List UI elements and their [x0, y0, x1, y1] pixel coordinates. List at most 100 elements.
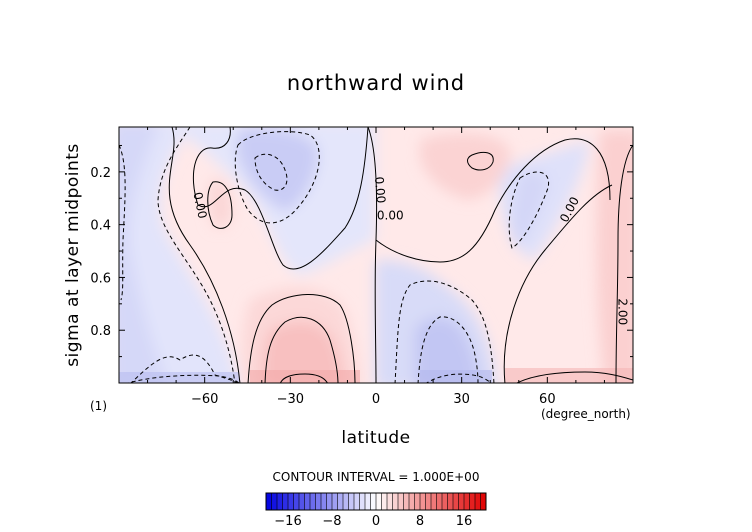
shade-surface-positive-nh [505, 368, 633, 383]
colorbar-segment [354, 493, 360, 510]
colorbar-segment [321, 493, 327, 510]
shade-surface-negative-nh [420, 370, 492, 383]
contour-northpole-pos [615, 144, 633, 383]
x-tick-label: 60 [539, 392, 556, 407]
colorbar-tick-label: −8 [322, 514, 341, 529]
colorbar-segment [392, 493, 399, 510]
colorbar-segment [409, 493, 415, 510]
shade-positive-sh-core [263, 321, 343, 383]
contour-nh-surface [515, 371, 633, 383]
contour-label: 0.00 [190, 191, 209, 220]
colorbar-segment [370, 493, 377, 510]
colorbar-frame [265, 492, 487, 511]
x-tick-label: 30 [453, 392, 470, 407]
shade-positive-northpole [596, 130, 633, 383]
shade-negative-lower-core [415, 317, 479, 383]
colorbar-segment [436, 493, 443, 510]
shade-positive-upper-nh [420, 133, 511, 200]
colorbar-segment [447, 493, 454, 510]
chart-title: northward wind [287, 71, 465, 95]
colorbar-segment [348, 493, 355, 510]
x-tick-label: 0 [372, 392, 380, 407]
contour-neg-surface-nh [425, 373, 492, 383]
y-tick-label: 0.8 [90, 324, 111, 339]
colorbar: −16 −8 0 8 16 [265, 492, 487, 529]
contour-interval-text: CONTOUR INTERVAL = 1.000E+00 [273, 470, 480, 484]
colorbar-segment [304, 493, 311, 510]
contour-label: 0.00 [372, 176, 388, 204]
colorbar-tick-label: 8 [416, 514, 424, 529]
y-tick-label: 0.2 [90, 166, 111, 181]
y-axis: 0.2 0.4 0.6 0.8 [90, 144, 633, 358]
contour-nh-upper-pos [467, 151, 494, 171]
colorbar-segment [310, 493, 316, 510]
contour-zero-nh [375, 138, 611, 263]
shade-surface-negative [119, 372, 239, 383]
colorbar-segment [480, 493, 487, 510]
x-axis: −60 −30 0 30 60 [147, 127, 605, 407]
contour-label: 0.00 [377, 208, 404, 222]
colorbar-segment [293, 493, 300, 510]
colorbar-segment [288, 493, 294, 510]
colorbar-segment [266, 493, 272, 510]
colorbar-segment [398, 493, 404, 510]
colorbar-segment [332, 493, 338, 510]
panel-tag: (1) [90, 399, 107, 413]
colorbar-segment [414, 493, 421, 510]
colorbar-segment [469, 493, 476, 510]
contour-neg-surface-sh2 [126, 374, 240, 383]
colorbar-segment [458, 493, 465, 510]
colorbar-segment [315, 493, 322, 510]
x-tick-label: −30 [277, 392, 304, 407]
x-axis-units: (degree_north) [541, 407, 631, 421]
contour-zero-nh-lower [503, 184, 613, 383]
contour-neg-lower-nh [394, 280, 495, 383]
colorbar-tick-label: 16 [456, 514, 473, 529]
y-tick-label: 0.4 [90, 219, 111, 234]
contour-label: 2.00 [616, 298, 630, 325]
contour-sh-upper-neg [207, 181, 233, 229]
y-tick-label: 0.6 [90, 271, 111, 286]
contour-zero-sh [168, 127, 241, 383]
colorbar-segment [359, 493, 366, 510]
colorbar-segment [277, 493, 283, 510]
shade-surface-positive [250, 370, 360, 383]
contour-neg-surface-sh [130, 354, 240, 383]
colorbar-segment [431, 493, 437, 510]
colorbar-segment [326, 493, 333, 510]
colorbar-tick-label: 0 [372, 514, 380, 529]
contour-labels: 0.000.000.00 0.002.00 [190, 176, 629, 325]
colorbar-segment [425, 493, 432, 510]
colorbar-segment [420, 493, 426, 510]
colorbar-segment [365, 493, 371, 510]
dashed-contours [119, 127, 550, 383]
shade-negative-nh-core [512, 171, 548, 248]
contour-sh-pos-2 [264, 316, 339, 383]
shading [119, 127, 633, 383]
contour-neg-lower-core [417, 316, 479, 383]
colorbar-segment [343, 493, 349, 510]
colorbar-segment [403, 493, 410, 510]
contour-neg-west [119, 144, 126, 301]
contours [168, 127, 633, 383]
shade-negative-west [119, 127, 239, 383]
plot-area [119, 127, 633, 383]
contour-sh-pos-1 [247, 294, 356, 383]
colorbar-segment [453, 493, 459, 510]
x-tick-label: −60 [191, 392, 218, 407]
contour-neg-nh [508, 171, 550, 249]
x-axis-label: latitude [341, 428, 410, 448]
colorbar-segment [282, 493, 289, 510]
y-axis-label: sigma at layer midpoints [63, 143, 83, 367]
colorbar-tick-label: −16 [274, 514, 301, 529]
shade-negative-southpole [119, 127, 168, 383]
contour-neg-mid-sh [157, 127, 236, 383]
contour-sh-surface [279, 373, 328, 383]
colorbar-segment [271, 493, 278, 510]
colorbar-segment [387, 493, 393, 510]
colorbar-segment [337, 493, 344, 510]
colorbar-segment [442, 493, 448, 510]
shade-negative-upper-core [236, 127, 319, 212]
colorbar-segment [381, 493, 388, 510]
